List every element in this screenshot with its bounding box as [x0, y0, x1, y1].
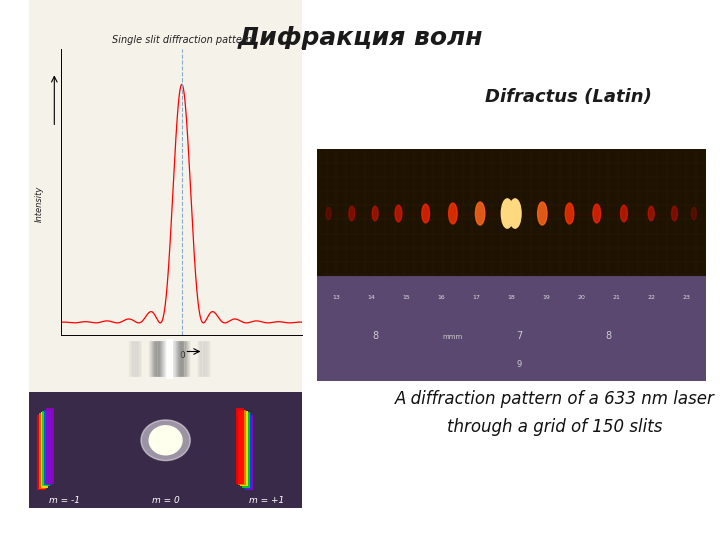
Text: 16: 16	[437, 295, 445, 300]
Ellipse shape	[395, 205, 402, 222]
FancyBboxPatch shape	[46, 408, 54, 484]
Text: A diffraction pattern of a 633 nm laser
through a grid of 150 slits: A diffraction pattern of a 633 nm laser …	[395, 390, 714, 436]
Text: 19: 19	[542, 295, 550, 300]
Text: m = 0: m = 0	[152, 496, 179, 505]
Ellipse shape	[691, 207, 696, 220]
Ellipse shape	[141, 420, 190, 461]
Ellipse shape	[509, 199, 521, 228]
Text: 0: 0	[179, 352, 184, 361]
Ellipse shape	[348, 206, 355, 221]
Ellipse shape	[372, 206, 378, 221]
FancyBboxPatch shape	[246, 415, 253, 490]
FancyBboxPatch shape	[317, 276, 706, 381]
Text: mmm: mmm	[443, 334, 463, 340]
Title: Single slit diffraction pattern: Single slit diffraction pattern	[112, 35, 252, 45]
FancyBboxPatch shape	[37, 415, 45, 490]
Ellipse shape	[501, 199, 513, 228]
Text: 17: 17	[472, 295, 480, 300]
Ellipse shape	[648, 206, 654, 221]
FancyBboxPatch shape	[44, 410, 52, 485]
FancyBboxPatch shape	[42, 411, 50, 487]
Text: 13: 13	[333, 295, 340, 300]
FancyBboxPatch shape	[242, 412, 250, 488]
Text: 15: 15	[402, 295, 410, 300]
Text: 18: 18	[508, 295, 515, 300]
Ellipse shape	[565, 203, 574, 224]
FancyBboxPatch shape	[240, 411, 248, 487]
Text: 23: 23	[682, 295, 690, 300]
Ellipse shape	[593, 204, 600, 223]
Text: 14: 14	[367, 295, 375, 300]
Ellipse shape	[538, 202, 547, 225]
Ellipse shape	[326, 207, 331, 220]
FancyBboxPatch shape	[29, 392, 302, 508]
Text: 20: 20	[577, 295, 585, 300]
Ellipse shape	[475, 202, 485, 225]
Ellipse shape	[672, 206, 678, 221]
Ellipse shape	[621, 205, 627, 222]
Text: Дифракция волн: Дифракция волн	[238, 26, 482, 50]
Text: 21: 21	[612, 295, 620, 300]
Text: Difractus (Latin): Difractus (Latin)	[485, 88, 652, 106]
Ellipse shape	[422, 204, 430, 223]
FancyBboxPatch shape	[243, 414, 251, 489]
FancyBboxPatch shape	[40, 412, 48, 488]
Text: m = -1: m = -1	[49, 496, 80, 505]
FancyBboxPatch shape	[317, 148, 706, 276]
Text: Intensity: Intensity	[35, 185, 44, 222]
FancyBboxPatch shape	[236, 408, 244, 484]
FancyBboxPatch shape	[29, 0, 302, 508]
Ellipse shape	[149, 426, 182, 455]
Ellipse shape	[449, 203, 457, 224]
Text: 8: 8	[606, 331, 611, 341]
Text: m = +1: m = +1	[249, 496, 284, 505]
FancyBboxPatch shape	[39, 414, 47, 489]
FancyBboxPatch shape	[238, 410, 246, 485]
Text: 22: 22	[647, 295, 655, 300]
Text: 9: 9	[516, 360, 521, 369]
Text: 8: 8	[372, 331, 378, 341]
Text: 7: 7	[516, 331, 522, 341]
